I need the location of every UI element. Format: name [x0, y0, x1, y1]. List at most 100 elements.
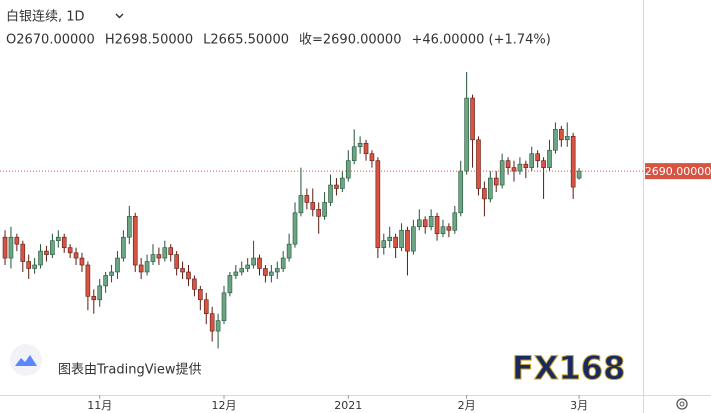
candle-body: [345, 160, 351, 179]
candle-body: [393, 236, 398, 248]
candle-body: [121, 236, 126, 259]
candle-body: [280, 257, 286, 269]
candle-body: [55, 236, 61, 241]
candle-body: [458, 170, 464, 214]
candle-body: [73, 252, 79, 259]
candle-body: [446, 226, 452, 231]
candle-body: [38, 250, 43, 266]
ohlc-value: 收=2690.00000: [299, 33, 401, 48]
candle-body: [61, 236, 67, 248]
candle-body: [150, 254, 156, 262]
candle-body: [103, 275, 108, 287]
candle-body: [511, 167, 517, 172]
candle-body: [168, 247, 174, 255]
candle-body: [263, 268, 268, 276]
candle-body: [464, 97, 469, 172]
candle-body: [553, 129, 558, 151]
candle-body: [440, 226, 446, 235]
candle-body: [499, 160, 505, 186]
candle-body: [97, 285, 103, 301]
ohlc-value: O2670.00000: [6, 33, 95, 48]
candle-body: [132, 216, 138, 266]
candle-body: [156, 254, 162, 259]
candle-body: [215, 320, 221, 332]
candle-body: [351, 146, 357, 161]
candle-body: [547, 149, 552, 168]
last-price-box: [645, 163, 711, 180]
candle-body: [292, 212, 298, 245]
interval-dropdown[interactable]: [115, 13, 124, 19]
candle-body: [286, 243, 292, 259]
candle-body: [541, 160, 546, 168]
candle-body: [304, 195, 310, 203]
symbol-title: 白银连续, 1D: [6, 9, 85, 25]
candle-body: [369, 153, 375, 161]
candle-body: [405, 229, 410, 252]
candle-body: [434, 216, 440, 235]
candle-body: [67, 247, 73, 254]
candle-body: [482, 188, 487, 200]
candle-body: [416, 219, 422, 228]
candle-body: [257, 257, 262, 269]
candle-body: [32, 264, 37, 269]
candle-body: [14, 236, 20, 245]
candle-body: [85, 264, 91, 297]
candle-body: [387, 236, 393, 241]
candle-body: [2, 236, 8, 259]
candle-body: [470, 97, 475, 141]
candle-body: [245, 264, 250, 269]
candle-body: [91, 296, 97, 301]
candle-body: [198, 289, 203, 301]
candle-body: [227, 275, 233, 294]
candle-body: [428, 216, 434, 228]
x-tick-label: 2月: [458, 399, 476, 412]
candle-body: [162, 247, 168, 259]
candle-body: [174, 254, 179, 269]
candle-body: [186, 271, 191, 280]
candle-body: [381, 240, 387, 248]
candle-body: [20, 243, 26, 262]
candle-body: [203, 299, 209, 315]
candle-body: [517, 163, 523, 172]
candle-body: [144, 261, 150, 273]
candle-body: [375, 160, 381, 248]
candle-body: [564, 136, 570, 141]
candle-body: [334, 184, 339, 189]
candle-body: [209, 313, 215, 332]
candle-body: [570, 136, 576, 188]
candle-body: [399, 229, 404, 248]
candle-body: [79, 257, 85, 266]
candle-body: [44, 250, 49, 255]
candle-body: [26, 261, 32, 269]
ohlc-value: L2665.50000: [203, 33, 289, 48]
candle-body: [422, 219, 428, 228]
candle-body: [559, 129, 564, 141]
candle-body: [115, 257, 120, 273]
settings-button[interactable]: [676, 398, 688, 410]
candle-body: [109, 271, 114, 276]
candle-body: [576, 170, 582, 179]
attribution: 图表由TradingView提供: [58, 362, 202, 378]
candle-body: [452, 212, 458, 231]
candle-body: [233, 271, 239, 276]
candle-body: [239, 268, 245, 273]
candle-body: [476, 139, 481, 189]
candle-body: [529, 153, 535, 168]
ohlc-value: +46.00000 (+1.74%): [411, 33, 550, 48]
candle-body: [488, 177, 493, 200]
x-tick-label: 12月: [211, 399, 236, 412]
candle-body: [363, 142, 369, 155]
candle-body: [180, 268, 185, 273]
candle-body: [505, 160, 511, 168]
watermark: FX168: [512, 349, 625, 387]
candle-body: [298, 195, 304, 214]
ohlc-value: H2698.50000: [105, 33, 193, 48]
candle-body: [50, 240, 55, 255]
candle-body: [328, 184, 333, 203]
candle-body: [535, 153, 540, 161]
candle-body: [310, 202, 316, 210]
candle-body: [523, 163, 529, 168]
candle-body: [316, 209, 321, 217]
